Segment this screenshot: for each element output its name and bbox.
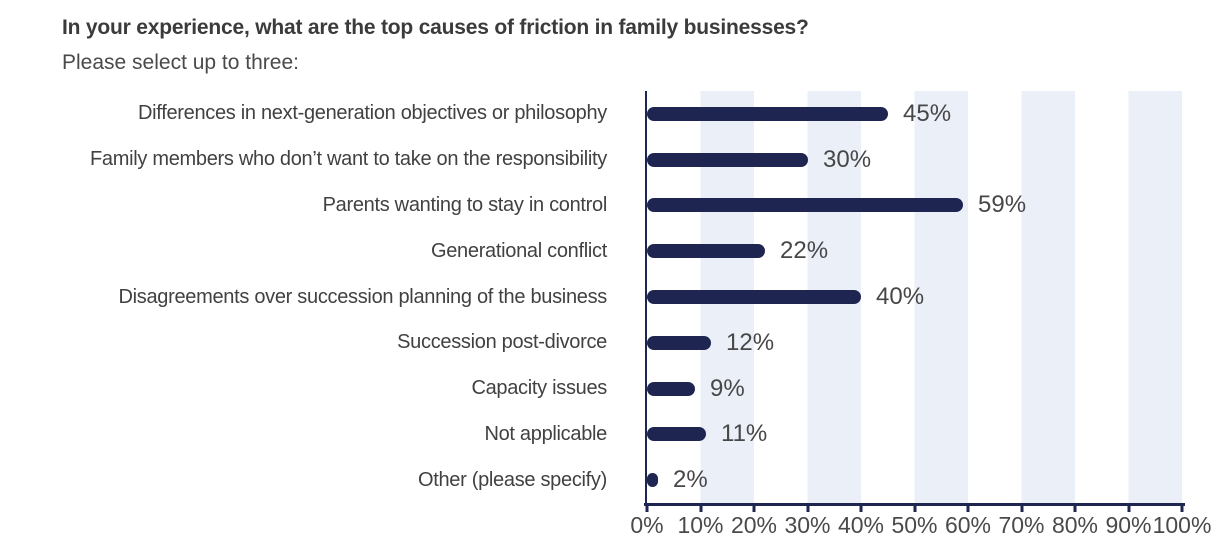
bar-row: Other (please specify) 2%: [0, 457, 1182, 503]
category-label: Parents wanting to stay in control: [322, 193, 608, 216]
category-label: Generational conflict: [430, 239, 607, 262]
value-label: 40%: [876, 283, 925, 311]
bar-row: Family members who don’t want to take on…: [0, 137, 1182, 183]
chart-subtitle: Please select up to three:: [62, 51, 299, 74]
value-label: 11%: [721, 420, 768, 448]
x-axis-tick-mark: [1020, 503, 1023, 512]
bar-row: Not applicable 11%: [0, 411, 1182, 457]
category-label: Differences in next-generation objective…: [138, 102, 607, 125]
bar: [647, 427, 706, 442]
bar-row: Capacity issues 9%: [0, 366, 1182, 412]
bar-container: 11%: [647, 420, 767, 448]
x-axis-tick-mark: [966, 503, 970, 512]
x-axis-tick-label: 0%: [630, 512, 664, 538]
value-label: 45%: [903, 99, 952, 127]
x-axis-tick-label: 60%: [944, 512, 992, 538]
bar-row: Disagreements over succession planning o…: [0, 274, 1182, 320]
bar: [647, 152, 808, 167]
bar-row: Differences in next-generation objective…: [0, 91, 1182, 137]
x-axis-tick-label: 30%: [784, 512, 831, 538]
category-label: Disagreements over succession planning o…: [118, 285, 607, 308]
x-axis-tick-label: 50%: [891, 512, 938, 538]
bar-rows: Differences in next-generation objective…: [0, 91, 1182, 503]
x-axis-tick-label: 80%: [1051, 512, 1099, 538]
chart-title: In your experience, what are the top cau…: [62, 16, 809, 39]
x-axis-tick-label: 70%: [998, 512, 1045, 538]
value-label: 9%: [710, 374, 745, 402]
x-axis-tick-mark: [699, 503, 702, 512]
bar: [647, 473, 658, 488]
x-axis-tick-label: 20%: [730, 512, 778, 538]
value-label: 12%: [726, 328, 775, 356]
bar: [647, 244, 765, 259]
bar-container: 9%: [647, 375, 745, 403]
bar-container: 2%: [647, 466, 708, 494]
category-label: Capacity issues: [471, 377, 607, 400]
bar: [647, 106, 888, 121]
y-axis-line: [645, 91, 647, 505]
x-axis-tick-mark: [806, 503, 809, 512]
bar-container: 22%: [647, 237, 828, 265]
x-axis-tick-mark: [1127, 503, 1130, 512]
x-axis-tick-label: 10%: [677, 512, 724, 538]
x-axis-tick-mark: [859, 503, 863, 512]
bar-container: 40%: [647, 283, 924, 311]
bar-container: 45%: [647, 100, 951, 128]
bar: [647, 290, 861, 305]
x-axis-tick-mark: [913, 503, 916, 512]
value-label: 30%: [823, 145, 872, 173]
bar: [647, 198, 963, 213]
bar-container: 59%: [647, 191, 1026, 219]
bar-row: Parents wanting to stay in control 59%: [0, 183, 1182, 229]
x-axis-tick-mark: [1180, 503, 1184, 512]
bar-row: Generational conflict 22%: [0, 228, 1182, 274]
x-axis-tick-label: 40%: [837, 512, 885, 538]
category-label: Not applicable: [484, 422, 607, 445]
bar-container: 30%: [647, 146, 871, 174]
x-axis-tick-label: 100%: [1152, 512, 1212, 538]
x-axis-tick-mark: [645, 503, 649, 512]
bar: [647, 335, 711, 350]
value-label: 59%: [978, 191, 1027, 219]
x-axis-tick-labels: 0% 10% 20% 30% 40% 50% 60% 70% 80% 90% 100%: [630, 512, 1211, 544]
x-axis-tick-label: 90%: [1105, 512, 1152, 538]
x-axis-tick-mark: [752, 503, 756, 512]
x-axis-tick-mark: [1073, 503, 1077, 512]
category-label: Family members who don’t want to take on…: [90, 148, 607, 171]
x-axis-tick-marks: [645, 503, 1184, 513]
bar-row: Succession post-divorce 12%: [0, 320, 1182, 366]
value-label: 22%: [780, 237, 829, 265]
category-label: Other (please specify): [417, 468, 607, 491]
category-label: Succession post-divorce: [397, 331, 607, 354]
bar: [647, 381, 695, 396]
bar-container: 12%: [647, 329, 774, 357]
value-label: 2%: [673, 466, 708, 494]
